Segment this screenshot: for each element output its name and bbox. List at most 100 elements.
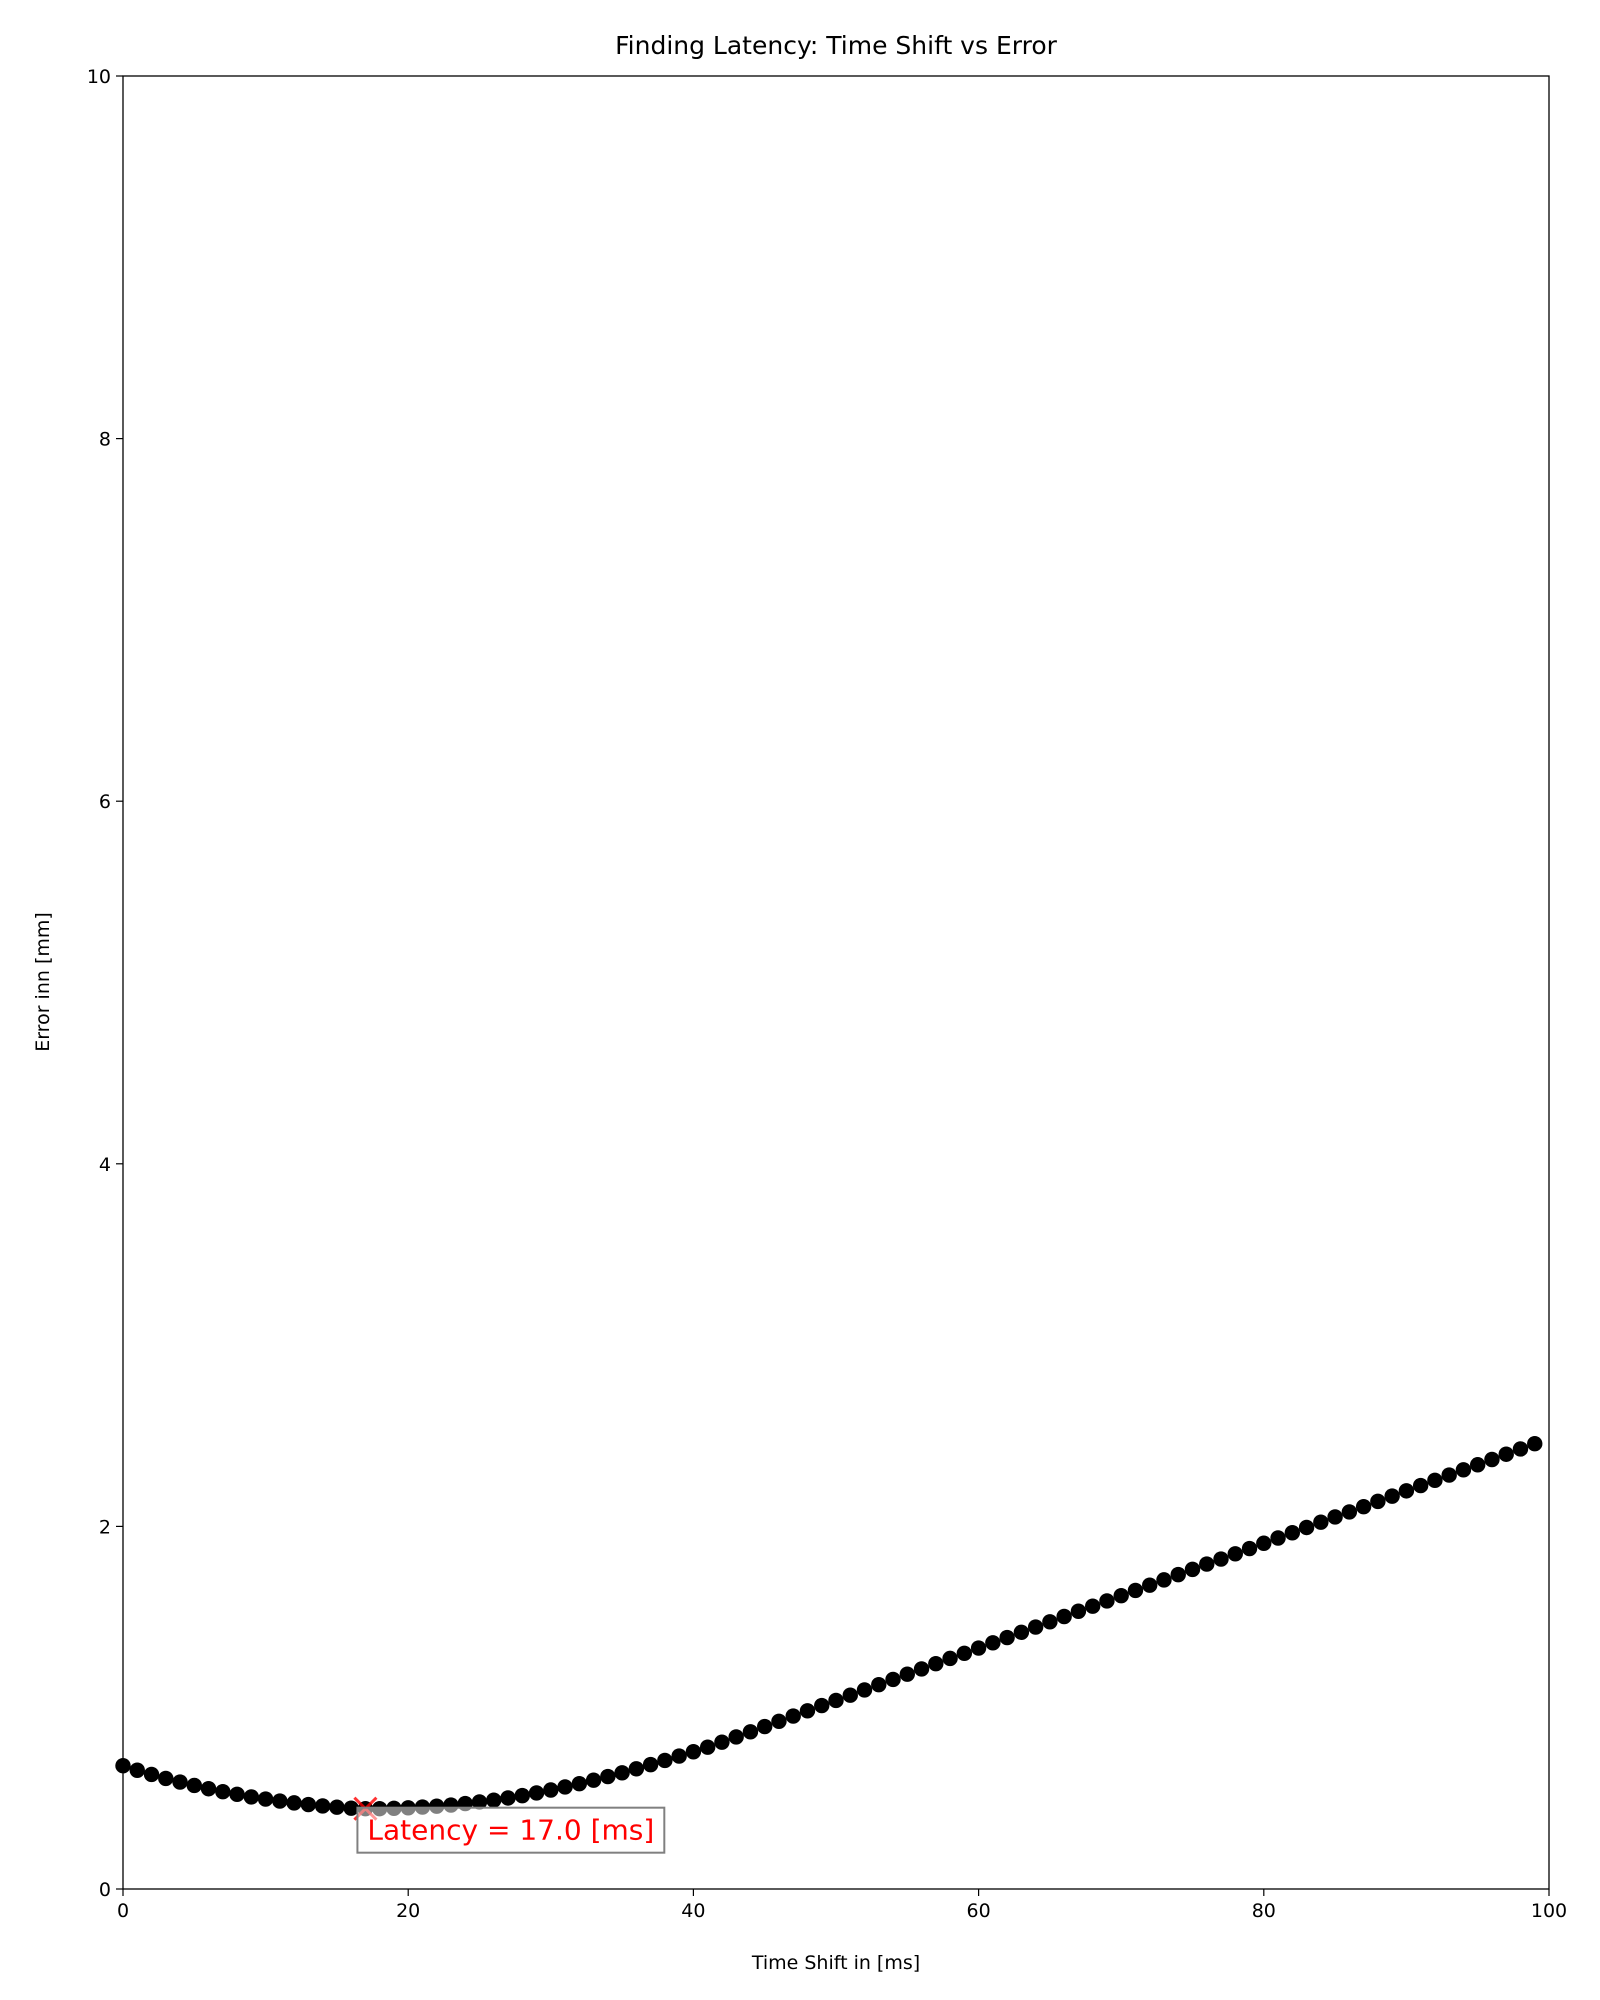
- point: [1512, 1441, 1529, 1457]
- point: [1470, 1457, 1486, 1473]
- point: [956, 1645, 973, 1662]
- point: [186, 1777, 202, 1794]
- point: [1384, 1488, 1400, 1504]
- x-tick-label: 20: [396, 1900, 420, 1922]
- point: [799, 1703, 816, 1719]
- point: [970, 1640, 987, 1656]
- point: [1042, 1614, 1058, 1630]
- point: [158, 1770, 174, 1787]
- point: [1227, 1546, 1243, 1562]
- point: [514, 1787, 530, 1804]
- x-tick-label: 60: [967, 1900, 991, 1922]
- point: [1527, 1436, 1543, 1452]
- point: [1127, 1582, 1144, 1599]
- point: [1313, 1514, 1329, 1530]
- point: [1170, 1566, 1186, 1583]
- point: [571, 1775, 588, 1792]
- point: [714, 1734, 730, 1750]
- annotation: Latency = 17.0 [ms]: [367, 1814, 654, 1847]
- point: [1027, 1619, 1044, 1635]
- point: [1441, 1467, 1457, 1483]
- x-tick-label: 0: [117, 1900, 129, 1922]
- point: [1398, 1483, 1415, 1499]
- point: [486, 1792, 502, 1808]
- x-tick-label: 80: [1252, 1900, 1276, 1922]
- point: [129, 1762, 145, 1778]
- point: [628, 1761, 645, 1777]
- point: [928, 1655, 944, 1672]
- point: [828, 1692, 844, 1709]
- point: [314, 1798, 331, 1814]
- point: [215, 1783, 231, 1800]
- point: [742, 1724, 759, 1740]
- point: [1113, 1587, 1129, 1604]
- point: [1056, 1608, 1072, 1625]
- point: [557, 1779, 573, 1795]
- point: [657, 1752, 673, 1769]
- y-tick-label: 6: [99, 791, 111, 813]
- point: [1156, 1572, 1172, 1588]
- y-axis-label: Error inn [mm]: [32, 912, 54, 1052]
- y-tick-label: 10: [87, 66, 111, 88]
- point: [1455, 1462, 1472, 1478]
- point: [814, 1697, 830, 1714]
- point: [842, 1687, 858, 1703]
- point: [1370, 1493, 1386, 1510]
- point: [543, 1782, 559, 1798]
- point: [999, 1629, 1015, 1646]
- point: [1327, 1509, 1343, 1525]
- point: [1355, 1498, 1372, 1515]
- point: [1341, 1504, 1358, 1520]
- plot-frame: [122, 75, 1550, 1890]
- point: [1099, 1593, 1115, 1609]
- y-tick-label: 0: [99, 1879, 111, 1901]
- point: [1427, 1472, 1443, 1489]
- point: [243, 1789, 260, 1805]
- point: [329, 1799, 345, 1815]
- point: [1199, 1556, 1215, 1572]
- chart-title: Finding Latency: Time Shift vs Error: [615, 31, 1058, 60]
- point: [1184, 1561, 1201, 1578]
- y-tick-label: 4: [99, 1154, 111, 1176]
- point: [913, 1661, 930, 1677]
- point: [600, 1768, 616, 1785]
- point: [1142, 1577, 1158, 1593]
- point: [229, 1786, 245, 1803]
- point: [200, 1781, 217, 1797]
- point: [771, 1713, 787, 1729]
- point: [257, 1791, 274, 1807]
- point: [728, 1729, 744, 1745]
- point: [286, 1795, 302, 1811]
- y-tick-label: 2: [99, 1516, 111, 1538]
- point: [1213, 1551, 1229, 1567]
- point: [899, 1666, 915, 1682]
- point: [585, 1772, 602, 1788]
- point: [942, 1650, 958, 1667]
- point: [272, 1793, 288, 1809]
- point: [1298, 1519, 1315, 1536]
- point: [757, 1718, 773, 1735]
- point: [343, 1800, 359, 1816]
- point: [1070, 1603, 1087, 1619]
- point: [300, 1796, 317, 1813]
- point: [1013, 1624, 1030, 1640]
- point: [1284, 1525, 1301, 1541]
- point: [172, 1774, 188, 1790]
- point: [671, 1748, 687, 1764]
- point: [871, 1676, 887, 1693]
- point: [885, 1671, 901, 1688]
- point: [685, 1744, 702, 1760]
- point: [1484, 1451, 1500, 1468]
- x-tick-label: 100: [1531, 1900, 1567, 1922]
- point: [1412, 1477, 1429, 1494]
- point: [500, 1790, 516, 1806]
- point: [1256, 1535, 1272, 1551]
- point: [528, 1785, 545, 1801]
- point: [699, 1739, 716, 1755]
- point: [985, 1635, 1001, 1651]
- point: [471, 1794, 488, 1810]
- point: [1241, 1540, 1258, 1557]
- annotation-box: [356, 1806, 666, 1854]
- point: [1498, 1446, 1514, 1462]
